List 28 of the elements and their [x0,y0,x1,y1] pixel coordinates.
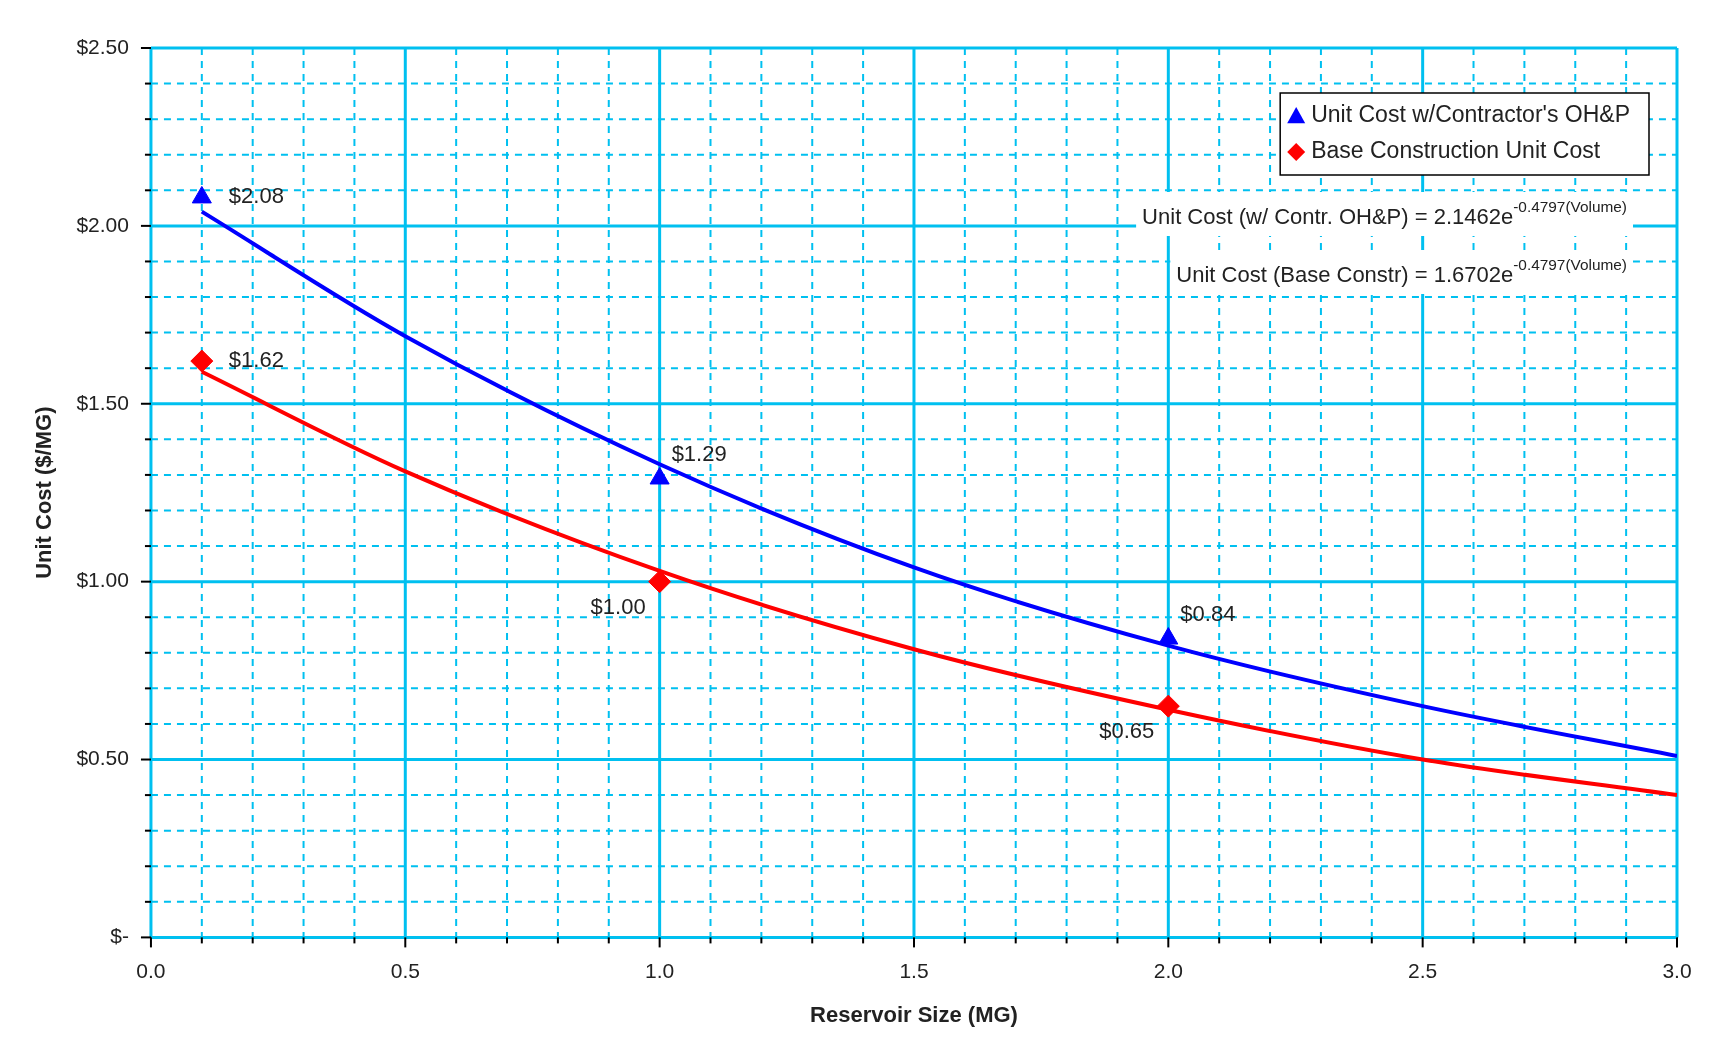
y-tick-label: $0.50 [76,746,129,770]
y-tick-label: $2.00 [76,212,129,236]
legend-label: Base Construction Unit Cost [1311,137,1601,164]
y-axis-title: Unit Cost ($/MG) [31,406,57,579]
x-tick-label: 0.5 [390,958,420,982]
x-axis-title: Reservoir Size (MG) [810,1001,1018,1027]
legend-label: Unit Cost w/Contractor's OH&P [1311,101,1630,128]
x-tick-label: 2.0 [1153,958,1183,982]
data-label: $2.08 [228,183,284,209]
x-tick-label: 0.0 [136,958,166,982]
point [191,185,212,204]
x-tick-label: 1.0 [645,958,675,982]
data-label: $1.00 [590,593,646,619]
y-tick-label: $1.50 [76,390,129,414]
point [648,570,672,594]
data-label: $0.84 [1180,600,1236,626]
data-label: $0.65 [1099,718,1155,744]
y-tick-label: $- [110,924,129,948]
x-tick-label: 2.5 [1408,958,1438,982]
point [190,349,214,373]
y-tick-label: $2.50 [76,34,129,58]
x-tick-label: 3.0 [1662,958,1692,982]
point [1158,627,1179,645]
x-tick-label: 1.5 [899,958,929,982]
y-tick-label: $1.00 [76,568,129,592]
data-label: $1.29 [671,440,727,466]
point [649,466,670,485]
data-label: $1.62 [228,347,284,373]
